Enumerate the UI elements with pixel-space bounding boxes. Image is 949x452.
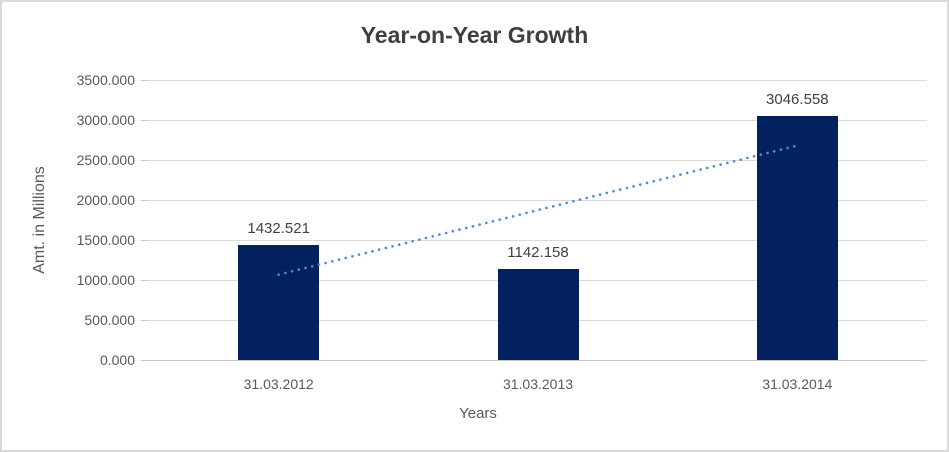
y-tick-mark (141, 240, 149, 241)
bar-data-label: 1142.158 (507, 244, 569, 261)
y-tick-mark (141, 360, 149, 361)
y-tick-mark (141, 160, 149, 161)
y-axis-title: Amt. in Millions (31, 166, 48, 274)
x-tick-label: 31.03.2014 (762, 376, 833, 392)
bar (497, 269, 579, 360)
x-tick-label: 31.03.2013 (502, 376, 574, 392)
bar (238, 245, 320, 360)
y-tick-mark (141, 200, 149, 201)
y-tick-mark (141, 280, 149, 281)
bar-data-label: 1432.521 (247, 220, 310, 237)
gridline (149, 120, 927, 121)
y-tick-label: 2500.000 (76, 152, 135, 168)
chart-title: Year-on-Year Growth (360, 22, 589, 48)
bar (756, 116, 838, 360)
bar-data-label: 3046.558 (766, 91, 829, 108)
y-tick-label: 1500.000 (76, 232, 135, 248)
y-tick-label: 3000.000 (76, 112, 135, 128)
gridline (149, 80, 927, 81)
y-tick-label: 2000.000 (76, 192, 135, 208)
y-tick-mark (141, 80, 149, 81)
y-tick-label: 0.000 (99, 352, 135, 368)
y-tick-label: 1000.000 (76, 272, 135, 288)
y-tick-label: 500.000 (84, 312, 135, 328)
y-tick-label: 3500.000 (76, 72, 135, 88)
y-tick-mark (141, 320, 149, 321)
x-tick-label: 31.03.2012 (243, 376, 314, 392)
x-axis-title: Years (459, 405, 497, 422)
y-tick-mark (141, 120, 149, 121)
